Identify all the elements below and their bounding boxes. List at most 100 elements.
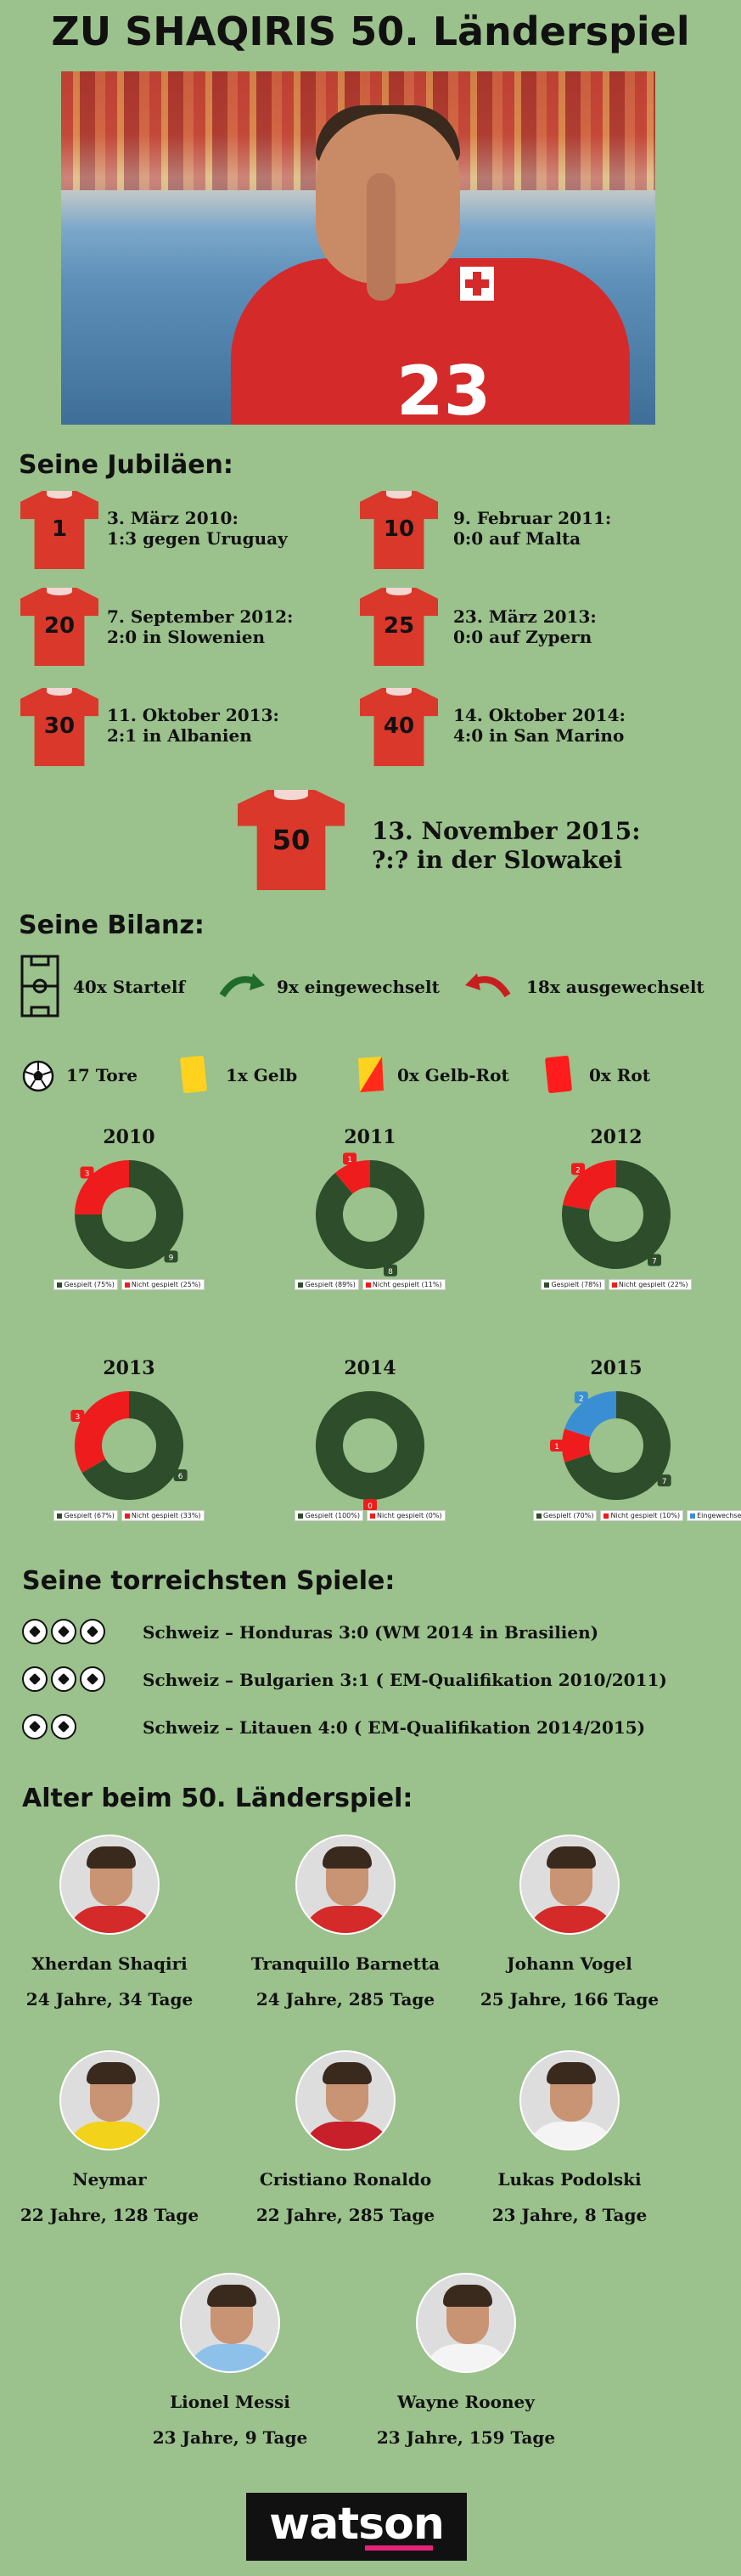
shirt-icon: 10 xyxy=(360,491,438,569)
stat-gelb-rot: 0x Gelb-Rot xyxy=(397,1065,509,1085)
shirt-number: 10 xyxy=(383,516,415,542)
donut-svg: 7 1 2 xyxy=(550,1391,671,1500)
shirt-number: 40 xyxy=(383,713,415,739)
player-age: 23 Jahre, 8 Tage xyxy=(491,2205,648,2225)
svg-text:2: 2 xyxy=(575,1166,581,1175)
player-name: Lukas Podolski xyxy=(497,2169,642,2190)
jubilaeum-date: 11. Oktober 2013: xyxy=(107,705,279,725)
player-card: Lionel Messi 23 Jahre, 9 Tage xyxy=(115,2273,345,2448)
hero-photo: 23 xyxy=(61,71,655,425)
donut-callout: 1 xyxy=(343,1153,357,1165)
game-row: Schweiz – Honduras 3:0 (WM 2014 in Brasi… xyxy=(22,1619,598,1644)
legend-item: Nicht gespielt (22%) xyxy=(608,1279,692,1290)
donut-slice xyxy=(562,1160,616,1210)
donut-slice xyxy=(81,1391,183,1500)
game-row: Schweiz – Litauen 4:0 ( EM-Qualifikation… xyxy=(22,1714,645,1739)
jubilaeen-heading: Seine Jubiläen: xyxy=(19,450,233,480)
soccer-ball-icon xyxy=(51,1666,76,1692)
shirt-number: 20 xyxy=(43,613,76,639)
jubilaeum-text: 3. März 2010: 1:3 gegen Uruguay xyxy=(107,508,288,549)
player-jersey xyxy=(231,258,630,425)
donut-legend: Gespielt (67%) Nicht gespielt (33%) xyxy=(44,1510,214,1521)
donut-legend: Gespielt (100%) Nicht gespielt (0%) xyxy=(285,1510,455,1521)
donut-chart: 2012 7 2 Gespielt (78%) Nicht gespielt (22%) xyxy=(531,1126,701,1305)
legend-item: Gespielt (89%) xyxy=(295,1279,359,1290)
red-card-icon xyxy=(544,1055,573,1094)
donut-chart: 2011 8 1 Gespielt (89%) Nicht gespielt (11%) xyxy=(285,1126,455,1305)
stat-tore: 17 Tore xyxy=(66,1065,138,1085)
shirt-icon: 1 xyxy=(20,491,98,569)
svg-text:9: 9 xyxy=(169,1254,174,1262)
stat-gelb: 1x Gelb xyxy=(226,1065,298,1085)
player-name: Lionel Messi xyxy=(170,2392,290,2412)
bilanz-heading: Seine Bilanz: xyxy=(19,910,205,940)
player-age: 22 Jahre, 285 Tage xyxy=(255,2205,435,2225)
jubilaeum-text: 7. September 2012: 2:0 in Slowenien xyxy=(107,606,293,647)
donut-chart: 2013 6 3 Gespielt (67%) Nicht gespielt (33%) xyxy=(44,1357,214,1536)
legend-item: Nicht gespielt (0%) xyxy=(366,1510,446,1521)
alter-heading: Alter beim 50. Länderspiel: xyxy=(22,1784,413,1813)
stat-startelf: 40x Startelf xyxy=(73,977,186,997)
player-card: Tranquillo Barnetta 24 Jahre, 285 Tage xyxy=(231,1835,460,2010)
game-text: Schweiz – Bulgarien 3:1 ( EM-Qualifikati… xyxy=(143,1670,667,1690)
stat-eingewechselt: 9x eingewechselt xyxy=(277,977,440,997)
svg-text:3: 3 xyxy=(85,1170,90,1179)
page-title: ZU SHAQIRIS 50. Länderspiel xyxy=(51,8,690,54)
jubilaeum-result: 4:0 in San Marino xyxy=(453,725,625,746)
spiele-heading: Seine torreichsten Spiele: xyxy=(22,1566,396,1596)
shirt-icon: 40 xyxy=(360,688,438,766)
jersey-number: 23 xyxy=(396,352,491,425)
legend-item: Gespielt (70%) xyxy=(533,1510,598,1521)
legend-item: Gespielt (78%) xyxy=(541,1279,605,1290)
stat-ausgewechselt: 18x ausgewechselt xyxy=(526,977,705,997)
legend-item: Nicht gespielt (33%) xyxy=(121,1510,205,1521)
player-card: Cristiano Ronaldo 22 Jahre, 285 Tage xyxy=(231,2050,460,2225)
donut-year-label: 2014 xyxy=(344,1357,396,1379)
donut-legend: Gespielt (78%) Nicht gespielt (22%) xyxy=(531,1279,701,1290)
donut-slice xyxy=(564,1391,616,1438)
player-age: 24 Jahre, 34 Tage xyxy=(25,1989,194,2010)
donut-slice xyxy=(334,1160,370,1194)
jubilaeum-result: 0:0 auf Malta xyxy=(453,528,581,549)
player-name: Xherdan Shaqiri xyxy=(31,1953,188,1974)
donut-year-label: 2015 xyxy=(590,1357,643,1379)
donut-slice xyxy=(564,1391,671,1500)
soccer-ball-icon xyxy=(51,1714,76,1739)
player-age: 24 Jahre, 285 Tage xyxy=(255,1989,435,2010)
donut-callout: 3 xyxy=(80,1166,94,1179)
svg-text:2: 2 xyxy=(579,1395,584,1403)
soccer-ball-icon xyxy=(22,1060,54,1092)
jubilaeum-date: 23. März 2013: xyxy=(453,606,597,627)
donut-callout: 6 xyxy=(173,1469,188,1481)
legend-item: Nicht gespielt (10%) xyxy=(600,1510,684,1521)
player-age: 25 Jahre, 166 Tage xyxy=(480,1989,660,2010)
soccer-ball-icon xyxy=(80,1619,105,1644)
svg-text:7: 7 xyxy=(652,1258,657,1266)
svg-text:7: 7 xyxy=(662,1478,667,1486)
shirt-number: 25 xyxy=(383,613,415,639)
player-avatar xyxy=(519,2050,620,2150)
jubilaeum-date: 9. Februar 2011: xyxy=(453,508,612,528)
player-avatar xyxy=(59,2050,160,2150)
player-card: Johann Vogel 25 Jahre, 166 Tage xyxy=(455,1835,684,2010)
jubilaeum-text: 14. Oktober 2014: 4:0 in San Marino xyxy=(453,705,626,746)
player-name: Cristiano Ronaldo xyxy=(259,2169,432,2190)
player-age: 22 Jahre, 128 Tage xyxy=(20,2205,199,2225)
donut-svg: 93 xyxy=(75,1160,183,1269)
donut-chart: 2015 7 1 2 Gespielt (70%) Nicht gespielt (10%… xyxy=(531,1357,741,1536)
player-card: Xherdan Shaqiri 24 Jahre, 34 Tage xyxy=(0,1835,224,2010)
player-shirt xyxy=(302,2122,392,2149)
svg-text:8: 8 xyxy=(388,1268,393,1277)
watson-logo[interactable]: watson xyxy=(246,2493,467,2561)
jubilaeum-result: ?:? in der Slowakei xyxy=(372,846,623,874)
jubilaeum-date: 3. März 2010: xyxy=(107,508,239,528)
donut-svg: 81 xyxy=(316,1153,424,1277)
yellow-card-icon xyxy=(179,1055,208,1094)
donut-svg: 120 xyxy=(315,1391,424,1510)
jubilaeum-text: 23. März 2013: 0:0 auf Zypern xyxy=(453,606,597,647)
donut-slice xyxy=(75,1160,183,1269)
substitution-out-arrow-icon xyxy=(465,973,511,998)
player-name: Tranquillo Barnetta xyxy=(250,1953,441,1974)
donut-legend: Gespielt (75%) Nicht gespielt (25%) xyxy=(44,1279,214,1290)
soccer-ball-icon xyxy=(80,1666,105,1692)
